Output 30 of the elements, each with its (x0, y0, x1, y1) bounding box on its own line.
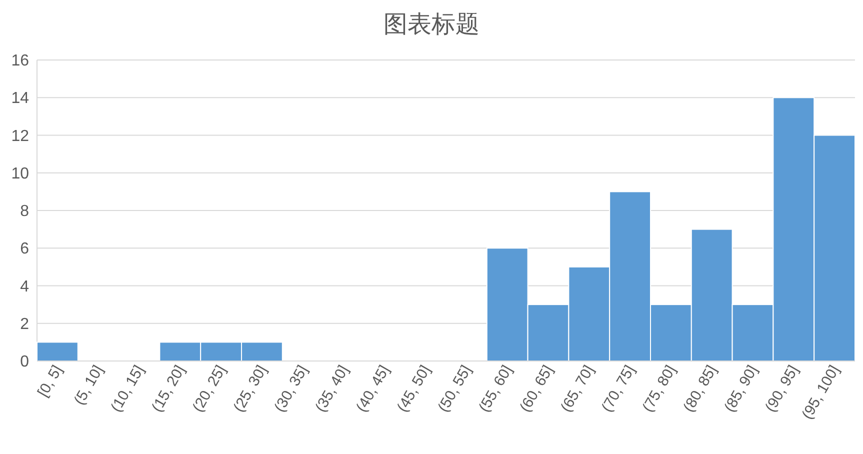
x-tick-label: (60, 65] (516, 362, 557, 416)
x-tick-label: (25, 30] (230, 362, 270, 416)
y-tick-label: 6 (20, 240, 30, 258)
y-tick-label: 8 (20, 203, 30, 220)
x-tick-label: (80, 85] (680, 362, 720, 416)
x-tick-label: (15, 20] (148, 362, 189, 416)
x-tick-label: (45, 50] (394, 362, 434, 416)
y-tick-label: 2 (20, 316, 30, 333)
y-tick-label: 4 (20, 278, 30, 296)
x-tick-label: (50, 55] (434, 362, 475, 416)
x-tick-label: (75, 80] (639, 362, 680, 416)
x-tick-label: (10, 15] (108, 362, 148, 416)
y-tick-label: 0 (20, 354, 30, 371)
x-tick-label: (20, 25] (189, 362, 230, 416)
x-tick-label: (5, 10] (70, 362, 107, 408)
y-tick-label: 10 (11, 165, 30, 182)
x-tick-label: (90, 95] (762, 362, 802, 416)
y-tick-label: 16 (11, 52, 30, 70)
x-tick-label: [0, 5] (34, 362, 66, 400)
y-tick-label: 12 (11, 128, 30, 145)
x-tick-label: (30, 35] (271, 362, 312, 416)
x-tick-label: (35, 40] (312, 362, 352, 416)
x-tick-label: (70, 75] (598, 362, 639, 416)
chart-title: 图表标题 (384, 11, 480, 38)
x-tick-label: (55, 60] (476, 362, 516, 416)
x-tick-label: (65, 70] (557, 362, 598, 416)
x-tick-label: (85, 90] (721, 362, 762, 416)
bar (36, 342, 78, 362)
y-tick-label: 14 (11, 90, 30, 108)
x-tick-label: (40, 45] (352, 362, 394, 416)
